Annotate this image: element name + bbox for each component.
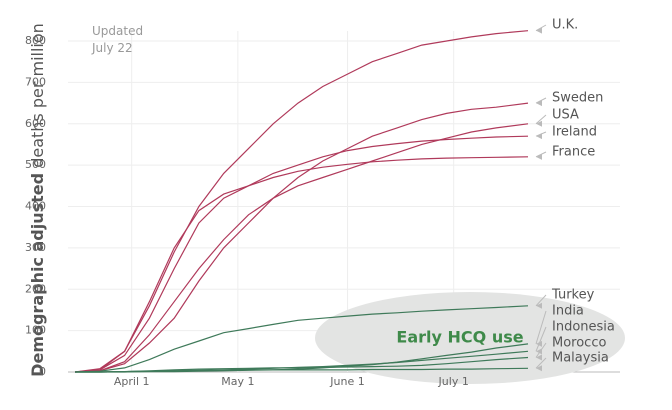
legend-label: Sweden xyxy=(552,91,603,106)
label-arrow xyxy=(535,114,547,125)
series-line xyxy=(75,30,529,373)
series-line xyxy=(75,367,529,373)
series-line xyxy=(75,305,529,373)
y-axis-title: Demographic adjusted deaths per million xyxy=(28,23,47,377)
x-tick-label: June 1 xyxy=(329,375,364,388)
legend-label: Turkey xyxy=(551,288,595,303)
label-arrow xyxy=(535,310,547,345)
arrow-head xyxy=(536,120,542,127)
y-title-rest: deaths per million xyxy=(28,23,47,168)
label-arrow xyxy=(535,97,547,104)
series-line xyxy=(75,135,529,373)
y-tick-label: 800 xyxy=(25,34,46,47)
label-arrow xyxy=(535,342,547,358)
y-tick-label: 600 xyxy=(25,117,46,130)
note-line: Updated xyxy=(92,24,143,38)
label-arrow xyxy=(535,24,547,32)
annotation: Early HCQ use xyxy=(396,328,523,347)
legend-label: U.K. xyxy=(552,18,578,33)
y-tick-label: 100 xyxy=(25,324,46,337)
series-line xyxy=(75,156,529,373)
x-tick-label: April 1 xyxy=(114,375,150,388)
series-line xyxy=(75,102,529,373)
label-arrow xyxy=(535,294,547,307)
x-tick-label: May 1 xyxy=(221,375,254,388)
legend-label: France xyxy=(552,145,595,160)
legend-label: Ireland xyxy=(552,125,597,140)
y-tick-label: 300 xyxy=(25,241,46,254)
label-arrow xyxy=(535,326,547,352)
x-tick-label: July 1 xyxy=(438,375,469,388)
arrow-head xyxy=(536,133,542,140)
arrow-head xyxy=(536,302,542,309)
y-tick-label: 200 xyxy=(25,282,46,295)
y-tick-label: 0 xyxy=(39,365,46,378)
legend-label: USA xyxy=(552,108,579,123)
legend-label: Malaysia xyxy=(552,351,609,366)
arrow-head xyxy=(536,365,542,372)
arrow-head xyxy=(536,348,542,355)
hcq-region xyxy=(315,292,625,384)
y-tick-label: 400 xyxy=(25,200,46,213)
legend-label: Indonesia xyxy=(552,320,615,335)
arrow-head xyxy=(536,100,542,107)
legend-label: Morocco xyxy=(552,336,606,351)
label-arrow xyxy=(535,357,547,369)
series-line xyxy=(75,123,529,373)
y-title-bold: Demographic adjusted xyxy=(28,173,47,377)
arrow-head xyxy=(536,354,542,361)
y-tick-label: 700 xyxy=(25,75,46,88)
y-tick-label: 500 xyxy=(25,158,46,171)
note: Updated July 22 xyxy=(91,24,147,55)
note-line: July 22 xyxy=(91,41,133,55)
arrow-head xyxy=(536,27,542,34)
legend-label: India xyxy=(552,304,584,319)
arrow-head xyxy=(536,153,542,160)
